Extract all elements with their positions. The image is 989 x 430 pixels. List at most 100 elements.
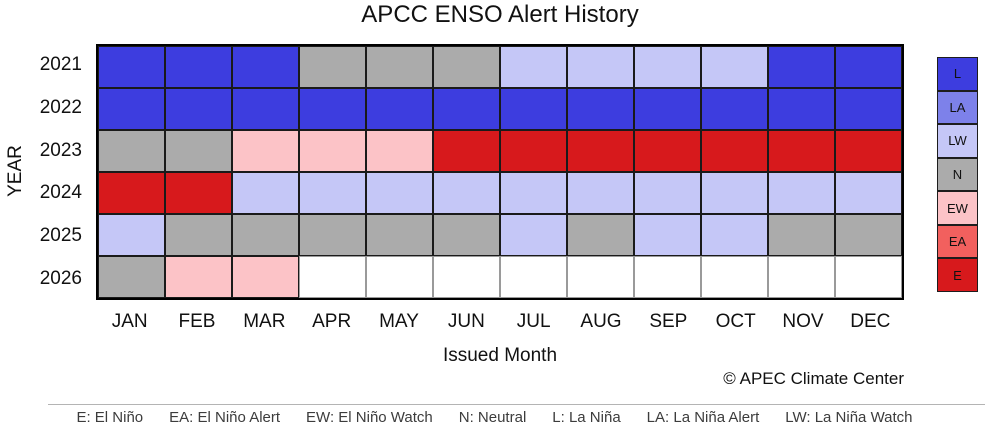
cell-2024-OCT <box>701 172 768 214</box>
cell-2021-NOV <box>768 46 835 88</box>
cell-2025-APR <box>299 214 366 256</box>
x-tick-MAY: MAY <box>379 311 419 332</box>
legend-swatch-EW: EW <box>937 191 978 225</box>
cell-2023-MAR <box>232 130 299 172</box>
cell-2026-AUG <box>567 256 634 298</box>
cell-2025-JUN <box>433 214 500 256</box>
cell-2025-DEC <box>835 214 902 256</box>
x-tick-FEB: FEB <box>178 311 216 332</box>
x-tick-DEC: DEC <box>850 311 891 332</box>
cell-2024-AUG <box>567 172 634 214</box>
key-item: EW: El Niño Watch <box>306 409 433 426</box>
key-item: E: El Niño <box>76 409 144 426</box>
cell-2026-APR <box>299 256 366 298</box>
cell-2026-JAN <box>98 256 165 298</box>
cell-2025-MAY <box>366 214 433 256</box>
cell-2022-OCT <box>701 88 768 130</box>
cell-2021-JUN <box>433 46 500 88</box>
cell-2022-JAN <box>98 88 165 130</box>
heatmap-grid <box>96 44 904 300</box>
cell-2022-MAY <box>366 88 433 130</box>
cell-2021-MAR <box>232 46 299 88</box>
footer-divider <box>48 404 985 405</box>
cell-2025-JUL <box>500 214 567 256</box>
y-tick-2023: 2023 <box>39 139 82 161</box>
cell-2023-JUL <box>500 130 567 172</box>
cell-2024-MAR <box>232 172 299 214</box>
copyright-text: © APEC Climate Center <box>723 369 904 388</box>
cell-2026-OCT <box>701 256 768 298</box>
legend-swatch-LA: LA <box>937 90 978 125</box>
cell-2022-NOV <box>768 88 835 130</box>
cell-2026-DEC <box>835 256 902 298</box>
cell-2021-MAY <box>366 46 433 88</box>
cell-2022-SEP <box>634 88 701 130</box>
cell-2023-OCT <box>701 130 768 172</box>
x-tick-APR: APR <box>312 311 352 332</box>
cell-2026-FEB <box>165 256 232 298</box>
cell-2024-JAN <box>98 172 165 214</box>
cell-2025-OCT <box>701 214 768 256</box>
cell-2024-APR <box>299 172 366 214</box>
cell-2021-OCT <box>701 46 768 88</box>
cell-2023-SEP <box>634 130 701 172</box>
cell-2024-FEB <box>165 172 232 214</box>
abbreviation-key: E: El Niño EA: El Niño Alert EW: El Niño W… <box>0 409 989 426</box>
cell-2025-SEP <box>634 214 701 256</box>
cell-2023-AUG <box>567 130 634 172</box>
key-item: N: Neutral <box>458 409 527 426</box>
cell-2025-JAN <box>98 214 165 256</box>
cell-2026-MAY <box>366 256 433 298</box>
cell-2022-APR <box>299 88 366 130</box>
x-tick-MAR: MAR <box>243 311 286 332</box>
cell-2026-SEP <box>634 256 701 298</box>
key-item: LA: La Niña Alert <box>646 409 760 426</box>
color-legend: L LA LW N EW EA E <box>937 57 978 292</box>
cell-2021-FEB <box>165 46 232 88</box>
cell-2026-JUN <box>433 256 500 298</box>
cell-2026-NOV <box>768 256 835 298</box>
y-tick-2021: 2021 <box>39 54 82 76</box>
cell-2024-SEP <box>634 172 701 214</box>
cell-2025-MAR <box>232 214 299 256</box>
cell-2021-APR <box>299 46 366 88</box>
cell-2024-DEC <box>835 172 902 214</box>
cell-2021-JUL <box>500 46 567 88</box>
y-tick-2025: 2025 <box>39 224 82 246</box>
cell-2023-FEB <box>165 130 232 172</box>
cell-2021-AUG <box>567 46 634 88</box>
x-axis-tick-labels: JAN FEB MAR APR MAY JUN JUL AUG SEP OCT NOV DEC <box>96 310 904 334</box>
x-tick-AUG: AUG <box>580 311 622 332</box>
cell-2025-FEB <box>165 214 232 256</box>
cell-2023-APR <box>299 130 366 172</box>
key-item: EA: El Niño Alert <box>169 409 281 426</box>
x-tick-OCT: OCT <box>715 311 756 332</box>
x-axis-title: Issued Month <box>442 345 558 366</box>
cell-2021-JAN <box>98 46 165 88</box>
cell-2024-JUL <box>500 172 567 214</box>
cell-2024-NOV <box>768 172 835 214</box>
legend-swatch-E: E <box>937 258 978 292</box>
y-tick-2026: 2026 <box>39 267 82 289</box>
cell-2025-NOV <box>768 214 835 256</box>
cell-2025-AUG <box>567 214 634 256</box>
cell-2022-AUG <box>567 88 634 130</box>
cell-2023-JUN <box>433 130 500 172</box>
cell-2021-DEC <box>835 46 902 88</box>
cell-2023-NOV <box>768 130 835 172</box>
cell-2022-DEC <box>835 88 902 130</box>
cell-2022-JUL <box>500 88 567 130</box>
cell-2024-JUN <box>433 172 500 214</box>
cell-2022-JUN <box>433 88 500 130</box>
cell-2021-SEP <box>634 46 701 88</box>
key-item: LW: La Niña Watch <box>785 409 913 426</box>
cell-2022-FEB <box>165 88 232 130</box>
y-tick-2022: 2022 <box>39 96 82 118</box>
legend-swatch-N: N <box>937 157 978 192</box>
x-tick-NOV: NOV <box>782 311 824 332</box>
legend-swatch-EA: EA <box>937 224 978 259</box>
chart-title: APCC ENSO Alert History <box>361 1 639 28</box>
cell-2023-JAN <box>98 130 165 172</box>
cell-2023-DEC <box>835 130 902 172</box>
